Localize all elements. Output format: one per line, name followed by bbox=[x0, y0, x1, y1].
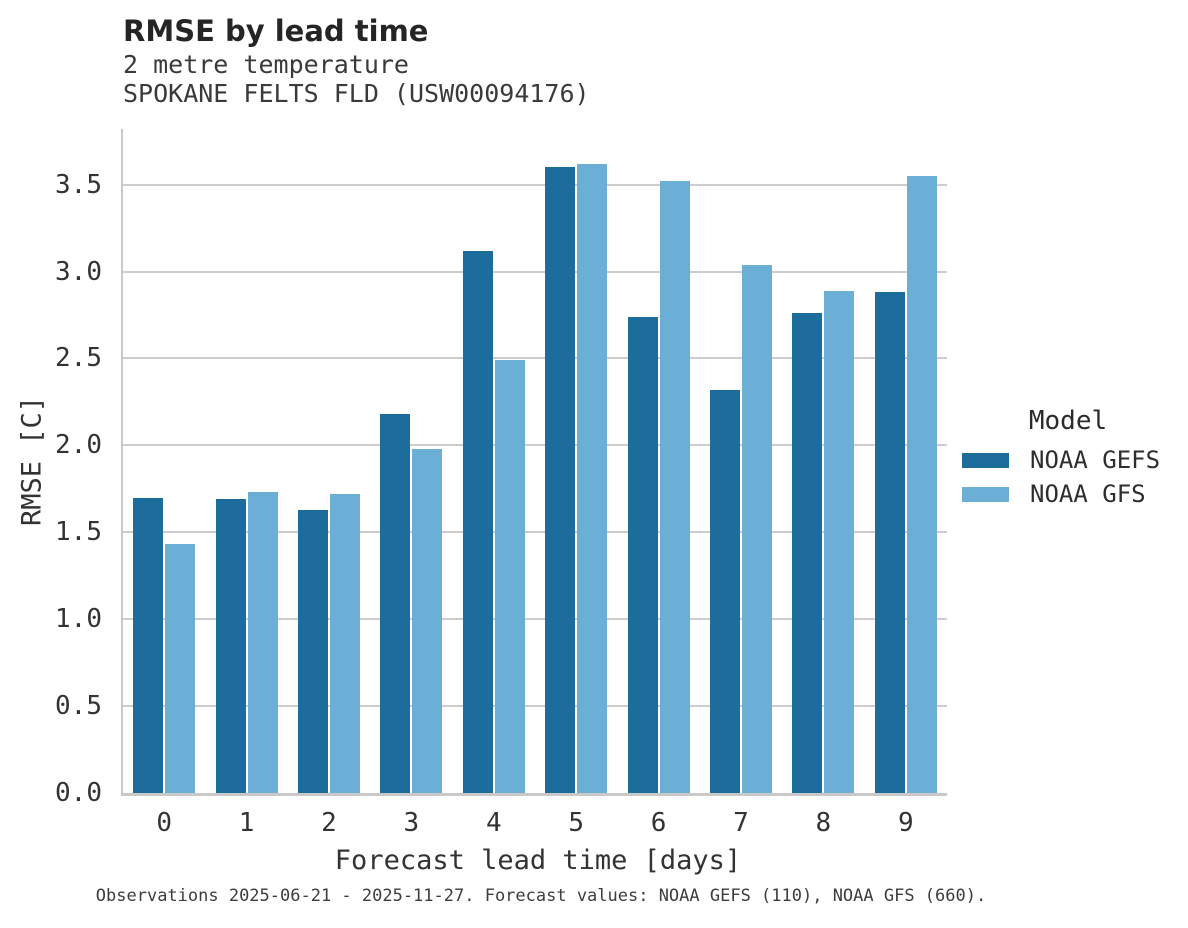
bar-noaa-gefs bbox=[380, 414, 411, 793]
bar-noaa-gfs bbox=[329, 494, 360, 793]
x-tick-label: 7 bbox=[733, 808, 749, 838]
x-tick-label: 8 bbox=[815, 808, 832, 838]
y-tick-label: 1.5 bbox=[55, 517, 102, 548]
x-tick-label: 4 bbox=[485, 808, 502, 838]
bar-noaa-gefs bbox=[297, 509, 328, 793]
bar-noaa-gfs bbox=[165, 544, 196, 793]
bar-group bbox=[453, 129, 535, 793]
gridline bbox=[123, 531, 947, 534]
y-tick-label: 0.5 bbox=[55, 691, 102, 722]
bar-noaa-gfs bbox=[659, 181, 690, 793]
gridline bbox=[123, 618, 947, 621]
bar-group bbox=[288, 129, 370, 793]
bar-noaa-gfs bbox=[741, 264, 772, 793]
y-axis-label: RMSE [C] bbox=[16, 395, 48, 527]
bar-group bbox=[205, 129, 287, 793]
subtitle-station: SPOKANE FELTS FLD (USW00094176) bbox=[123, 79, 590, 108]
chart-subtitle: 2 metre temperature SPOKANE FELTS FLD (U… bbox=[123, 50, 590, 108]
x-axis-label: Forecast lead time [days] bbox=[334, 845, 742, 876]
bar-noaa-gfs bbox=[577, 163, 608, 793]
subtitle-variable: 2 metre temperature bbox=[123, 50, 409, 79]
gridline bbox=[123, 705, 947, 708]
bar-noaa-gefs bbox=[462, 250, 493, 793]
bar-group bbox=[370, 129, 452, 793]
bar-noaa-gefs bbox=[792, 313, 823, 793]
bar-noaa-gefs bbox=[709, 389, 740, 793]
chart-title: RMSE by lead time bbox=[123, 14, 429, 48]
bar-group bbox=[782, 129, 864, 793]
x-tick-label: 0 bbox=[156, 808, 173, 838]
chart-caption: Observations 2025-06-21 - 2025-11-27. Fo… bbox=[95, 886, 987, 906]
bar-noaa-gfs bbox=[906, 175, 937, 793]
bar-noaa-gfs bbox=[247, 492, 278, 793]
gridline bbox=[123, 270, 947, 273]
legend: Model NOAA GEFS NOAA GFS bbox=[962, 406, 1174, 516]
x-tick-label: 2 bbox=[321, 808, 337, 838]
bar-noaa-gefs bbox=[215, 499, 246, 793]
bar-noaa-gefs bbox=[133, 497, 164, 793]
gridline bbox=[123, 183, 947, 186]
legend-item: NOAA GFS bbox=[962, 482, 1174, 506]
y-tick-label: 3.5 bbox=[55, 169, 102, 200]
bar-group bbox=[123, 129, 205, 793]
legend-item-label: NOAA GEFS bbox=[1030, 446, 1161, 474]
gridline bbox=[123, 357, 947, 360]
plot-area bbox=[121, 129, 947, 796]
bar-noaa-gfs bbox=[494, 360, 525, 793]
x-tick-label: 6 bbox=[650, 808, 667, 838]
legend-swatch bbox=[962, 452, 1009, 468]
legend-items: NOAA GEFS NOAA GFS bbox=[962, 448, 1174, 506]
x-tick-label: 3 bbox=[403, 808, 420, 838]
gridline bbox=[123, 444, 947, 447]
x-tick-label: 1 bbox=[238, 808, 255, 838]
bar-noaa-gfs bbox=[412, 448, 443, 793]
y-tick-label: 1.0 bbox=[55, 604, 102, 635]
bar-noaa-gefs bbox=[627, 316, 658, 793]
y-tick-label: 0.0 bbox=[55, 778, 102, 808]
bar-group bbox=[700, 129, 782, 793]
bar-group bbox=[865, 129, 947, 793]
legend-item: NOAA GEFS bbox=[962, 448, 1174, 472]
x-tick-label: 5 bbox=[568, 808, 585, 838]
bar-group bbox=[535, 129, 617, 793]
y-tick-label: 3.0 bbox=[55, 256, 102, 287]
legend-swatch bbox=[962, 486, 1009, 502]
bar-group bbox=[617, 129, 699, 793]
legend-item-label: NOAA GFS bbox=[1030, 480, 1146, 508]
y-tick-label: 2.0 bbox=[55, 430, 102, 461]
x-tick-label: 9 bbox=[897, 808, 914, 838]
bar-noaa-gefs bbox=[874, 292, 905, 793]
bar-noaa-gefs bbox=[545, 167, 576, 793]
legend-title: Model bbox=[1028, 406, 1108, 436]
y-tick-label: 2.5 bbox=[55, 343, 102, 374]
bar-noaa-gfs bbox=[824, 290, 855, 793]
